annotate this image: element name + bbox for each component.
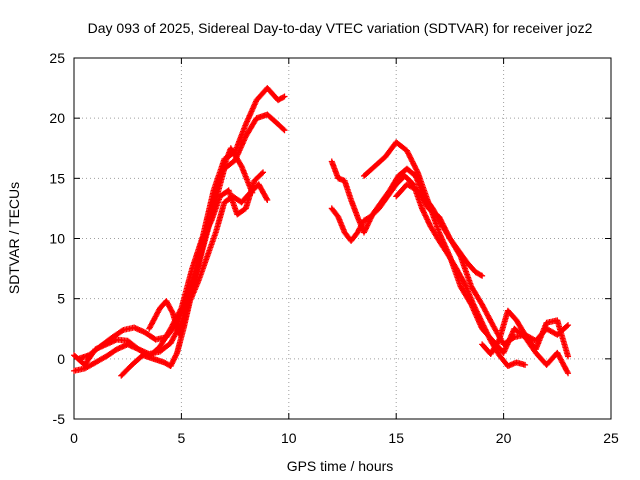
y-tick-label: 15	[49, 170, 65, 186]
plus-marker	[495, 337, 502, 344]
x-tick-label: 20	[496, 430, 512, 446]
plus-marker	[479, 272, 486, 279]
gridlines	[74, 58, 611, 419]
y-tick-label: 10	[49, 231, 65, 247]
plus-marker	[281, 93, 288, 100]
plus-marker	[258, 170, 265, 177]
y-tick-label: 25	[49, 50, 65, 66]
plus-marker	[264, 196, 271, 203]
plus-marker	[461, 279, 468, 286]
plus-marker	[280, 126, 287, 133]
plus-marker	[119, 327, 126, 334]
x-tick-label: 10	[281, 430, 297, 446]
plus-marker	[477, 272, 484, 279]
y-tick-label: 0	[57, 351, 65, 367]
plus-marker	[510, 334, 517, 341]
plus-marker	[280, 94, 287, 101]
chart-title: Day 093 of 2025, Sidereal Day-to-day VTE…	[88, 20, 593, 36]
x-tick-label: 0	[70, 430, 78, 446]
plus-marker	[565, 353, 572, 360]
y-tick-label: 20	[49, 110, 65, 126]
data-series-c	[75, 145, 256, 362]
plus-marker	[565, 322, 572, 329]
plus-marker	[456, 252, 463, 259]
data-series-j	[479, 307, 572, 360]
plus-marker	[522, 361, 529, 368]
x-tick-label: 25	[603, 430, 619, 446]
y-tick-label: -5	[53, 411, 66, 427]
plus-marker	[281, 127, 288, 134]
data-series-d	[118, 181, 271, 379]
data-points	[71, 85, 572, 379]
plus-marker	[563, 323, 570, 330]
plus-marker	[169, 308, 176, 315]
data-series-h	[360, 139, 572, 377]
x-tick-label: 15	[388, 430, 404, 446]
plus-marker	[565, 370, 572, 377]
x-axis-label: GPS time / hours	[287, 458, 394, 474]
plus-marker	[260, 169, 267, 176]
data-series-e	[146, 169, 267, 338]
x-tick-label: 5	[178, 430, 186, 446]
y-axis-label: SDTVAR / TECUs	[6, 182, 22, 294]
plus-marker	[263, 195, 270, 202]
y-tick-label: 5	[57, 291, 65, 307]
